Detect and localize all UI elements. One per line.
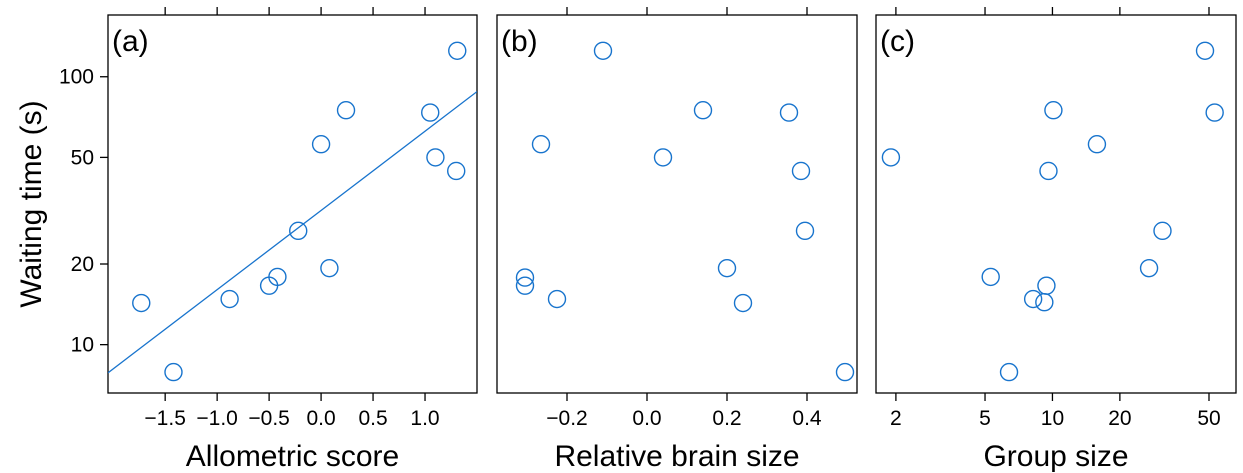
data-point (132, 293, 151, 313)
panel-a: −1.5 −1.0 −0.5 0.0 0.5 1.0 Allometric score 10 2… (15, 7, 478, 473)
data-point (421, 103, 440, 122)
data-point (999, 362, 1019, 382)
x-tick-label: 10 (1041, 407, 1064, 430)
data-point (547, 289, 567, 309)
data-point (531, 135, 551, 154)
x-tick-label: 0.0 (306, 407, 335, 430)
plot-frame (107, 14, 478, 394)
data-point (1035, 293, 1054, 312)
x-tick-label: 2 (890, 407, 902, 430)
data-point (426, 148, 445, 167)
data-point (164, 362, 183, 382)
data-point (1139, 258, 1159, 278)
x-tick-label: 0.0 (632, 407, 661, 430)
data-point (1205, 103, 1224, 122)
data-point (881, 148, 901, 167)
data-point (320, 258, 339, 278)
x-tick-label: −1.0 (196, 407, 237, 430)
x-tick-label: 5 (979, 407, 991, 430)
data-point (693, 101, 713, 120)
x-axis-title: Relative brain size (554, 440, 799, 473)
plot-frame (875, 14, 1237, 394)
x-tick-label: 1.0 (410, 407, 439, 430)
data-point (289, 221, 308, 241)
y-tick-label: 10 (71, 334, 94, 357)
panel-label: (a) (112, 25, 149, 58)
panel-label: (c) (880, 25, 915, 58)
data-point (791, 161, 811, 181)
x-tick-label: 50 (1197, 407, 1220, 430)
data-point (795, 221, 815, 241)
data-point (336, 101, 356, 120)
data-point (1039, 161, 1058, 181)
plot-frame (496, 14, 858, 394)
x-tick-label: −1.5 (144, 407, 185, 430)
x-tick-label: 0.2 (712, 407, 741, 430)
data-point (653, 148, 673, 167)
panel-c: 2 5 10 20 50 Group size (c) (875, 7, 1237, 473)
data-point (1044, 101, 1063, 120)
data-point (311, 135, 331, 154)
data-point (220, 289, 239, 309)
y-tick-label: 20 (71, 253, 94, 276)
x-tick-label: −0.2 (546, 407, 587, 430)
regression-line (108, 91, 477, 374)
panel-label: (b) (501, 25, 538, 58)
x-tick-label: 0.4 (792, 407, 822, 430)
data-point (1087, 135, 1107, 154)
data-point (1023, 289, 1043, 309)
data-point (835, 362, 855, 382)
data-point (515, 268, 535, 287)
x-axis-title: Allometric score (186, 440, 399, 473)
y-axis-title: Waiting time (s) (15, 100, 48, 307)
x-tick-label: 20 (1108, 407, 1131, 430)
data-point (1153, 221, 1172, 241)
data-point (733, 293, 753, 313)
x-tick-label: 0.5 (358, 407, 387, 430)
data-point (1037, 276, 1056, 295)
data-point (448, 41, 467, 60)
data-point (981, 267, 1000, 287)
data-point (515, 276, 535, 295)
data-point (447, 161, 466, 181)
x-tick-label: −0.5 (248, 407, 289, 430)
data-point (593, 41, 613, 60)
x-axis-title: Group size (983, 440, 1128, 473)
y-tick-label: 50 (71, 146, 94, 169)
data-point (717, 258, 737, 278)
data-point (1195, 41, 1215, 60)
y-tick-label: 100 (59, 66, 94, 89)
panel-b: −0.2 0.0 0.2 0.4 Relative brain size (b) (496, 7, 858, 473)
data-point (268, 267, 287, 287)
data-point (779, 103, 799, 122)
